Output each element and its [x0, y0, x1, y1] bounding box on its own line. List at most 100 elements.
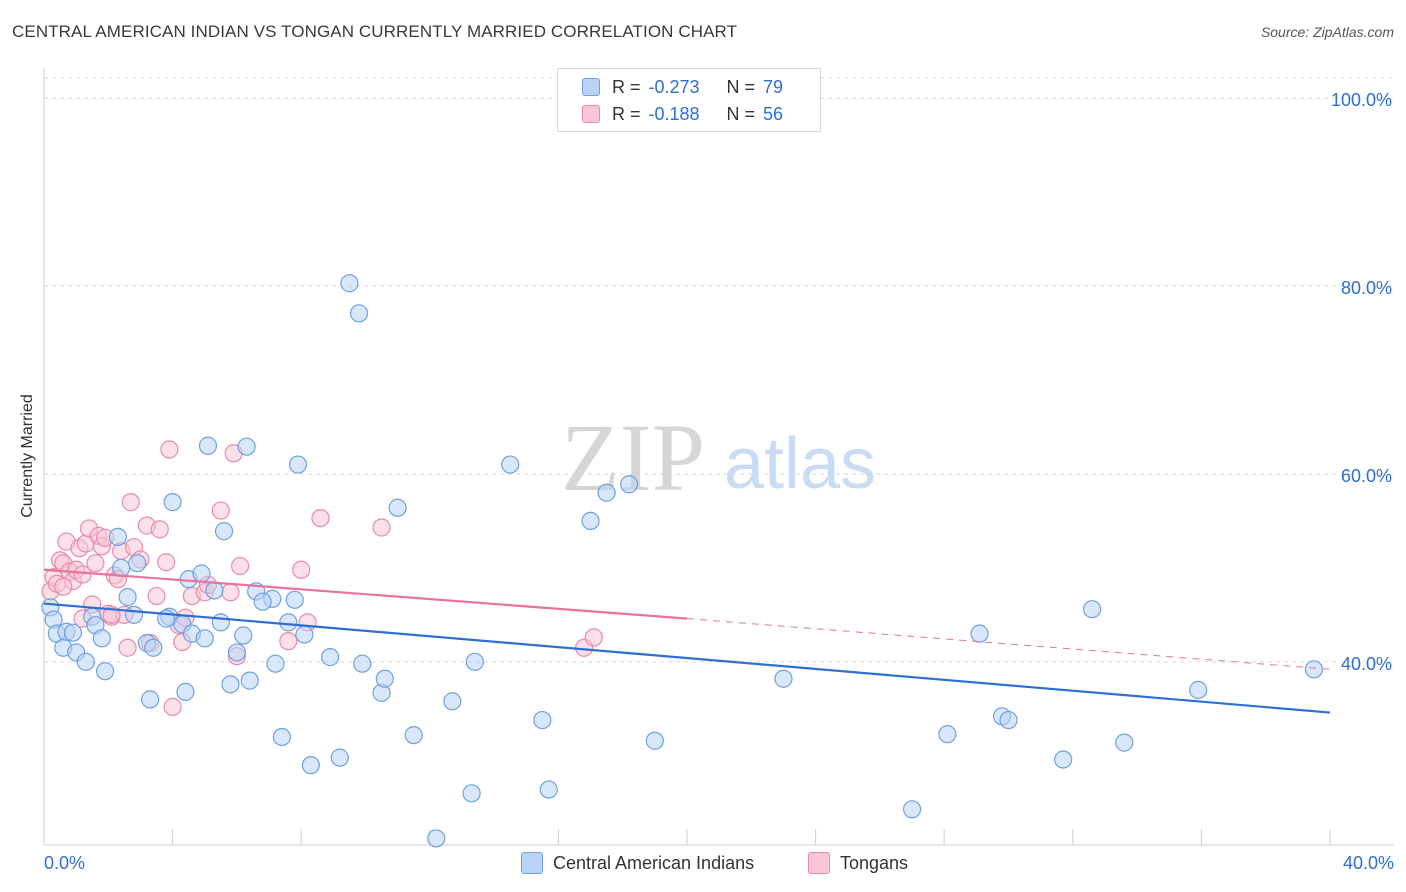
- blue-swatch: [521, 852, 543, 874]
- central-american-indians-point: [63, 623, 83, 642]
- central-american-indians-point: [205, 581, 224, 600]
- central-american-indians-point: [266, 654, 285, 673]
- central-american-indians-point: [140, 690, 160, 709]
- central-american-indians-points: [41, 274, 1324, 848]
- watermark-atlas: atlas: [724, 424, 876, 504]
- central-american-indians-point: [92, 629, 111, 648]
- tongans-point: [86, 554, 105, 573]
- chart-title: CENTRAL AMERICAN INDIAN VS TONGAN CURREN…: [12, 22, 738, 41]
- central-american-indians-point: [462, 784, 481, 803]
- central-american-indians-point: [214, 522, 234, 541]
- central-american-indians-point: [253, 592, 272, 611]
- tongans-point: [54, 577, 73, 596]
- central-american-indians-point: [211, 613, 230, 632]
- central-american-indians-point: [999, 710, 1018, 730]
- x-tick-labels: 0.0% 40.0%: [44, 853, 1394, 873]
- tongans-point: [163, 697, 182, 717]
- x-tick-label-min: 0.0%: [44, 853, 85, 873]
- n-value: 79: [763, 76, 784, 97]
- r-value: -0.188: [648, 103, 700, 124]
- central-american-indians-point: [95, 662, 115, 681]
- central-american-indians-point: [108, 527, 128, 546]
- central-american-indians-point: [279, 613, 298, 632]
- central-american-indians-point: [163, 493, 182, 512]
- trend-line-tongans: [43, 568, 688, 620]
- central-american-indians-point: [443, 692, 462, 711]
- tongans-point: [372, 518, 391, 537]
- stats-row-pink: R = -0.188 N = 56: [582, 103, 783, 125]
- central-american-indians-point: [1115, 733, 1134, 752]
- central-american-indians-point: [76, 652, 95, 671]
- central-american-indians-point: [1082, 600, 1102, 619]
- y-tick-label: 60.0%: [1341, 466, 1392, 486]
- y-tick-label: 100.0%: [1331, 90, 1392, 110]
- central-american-indians-point: [902, 800, 922, 819]
- central-american-indians-point: [237, 437, 256, 456]
- central-american-indians-point: [501, 455, 520, 474]
- n-value: 56: [763, 103, 784, 124]
- tongans-point: [118, 638, 137, 657]
- central-american-indians-point: [330, 748, 349, 767]
- legend-item-tongans: Tongans: [808, 852, 908, 874]
- trend-line-central-american-indians: [43, 602, 1331, 714]
- central-american-indians-point: [597, 483, 616, 502]
- central-american-indians-point: [221, 675, 240, 694]
- y-tick-label: 80.0%: [1341, 278, 1392, 298]
- central-american-indians-point: [295, 625, 314, 644]
- tongans-point: [150, 520, 169, 539]
- y-tick-labels: 40.0% 60.0% 80.0% 100.0%: [1331, 90, 1392, 674]
- n-label: N =: [726, 103, 756, 124]
- central-american-indians-point: [321, 648, 340, 667]
- watermark-zip: ZIP: [561, 404, 705, 511]
- tongans-point: [221, 583, 240, 602]
- central-american-indians-point: [301, 756, 320, 775]
- n-label: N =: [726, 76, 756, 97]
- central-american-indians-point: [581, 511, 600, 531]
- central-american-indians-point: [124, 605, 144, 624]
- tongans-point: [121, 493, 140, 512]
- tongans-point: [147, 586, 166, 606]
- tongans-point: [279, 632, 298, 651]
- central-american-indians-point: [427, 829, 446, 848]
- central-american-indians-point: [240, 671, 259, 690]
- central-american-indians-point: [128, 554, 147, 573]
- central-american-indians-point: [1304, 660, 1324, 679]
- central-american-indians-point: [388, 498, 407, 517]
- x-tick-label-max: 40.0%: [1343, 853, 1394, 873]
- central-american-indians-point: [533, 710, 552, 730]
- series-legend: Central American Indians Tongans: [0, 852, 1406, 878]
- stats-legend: R = -0.273 N = 79 R = -0.188 N = 56: [557, 68, 821, 132]
- central-american-indians-point: [1189, 680, 1208, 700]
- tongans-point: [311, 508, 330, 528]
- central-american-indians-point: [375, 669, 394, 688]
- r-value: -0.273: [648, 76, 700, 97]
- central-american-indians-point: [404, 725, 423, 745]
- central-american-indians-point: [774, 669, 793, 688]
- tongans-points: [41, 440, 603, 717]
- pink-swatch: [808, 852, 830, 874]
- stats-row-blue: R = -0.273 N = 79: [582, 76, 783, 98]
- tongans-point: [160, 440, 179, 459]
- tongans-point: [231, 556, 250, 576]
- central-american-indians-point: [272, 727, 292, 747]
- r-label: R =: [612, 76, 641, 97]
- pink-swatch: [582, 105, 600, 123]
- watermark: ZIP atlas: [561, 404, 876, 511]
- central-american-indians-point: [195, 629, 214, 648]
- central-american-indians-point: [539, 780, 558, 799]
- central-american-indians-point: [176, 682, 195, 701]
- central-american-indians-point: [645, 731, 664, 750]
- central-american-indians-point: [349, 304, 369, 323]
- blue-swatch: [582, 78, 600, 96]
- r-label: R =: [612, 103, 641, 124]
- legend-item-central-american-indians: Central American Indians: [521, 852, 754, 874]
- trend-line-tongans-extension: [686, 618, 1331, 670]
- trend-lines: [43, 568, 1331, 714]
- source-label: Source: ZipAtlas.com: [1260, 24, 1394, 40]
- y-tick-label: 40.0%: [1341, 654, 1392, 674]
- gridlines: [44, 77, 1394, 663]
- central-american-indians-point: [340, 274, 359, 293]
- central-american-indians-point: [970, 624, 989, 643]
- central-american-indians-point: [1054, 750, 1073, 769]
